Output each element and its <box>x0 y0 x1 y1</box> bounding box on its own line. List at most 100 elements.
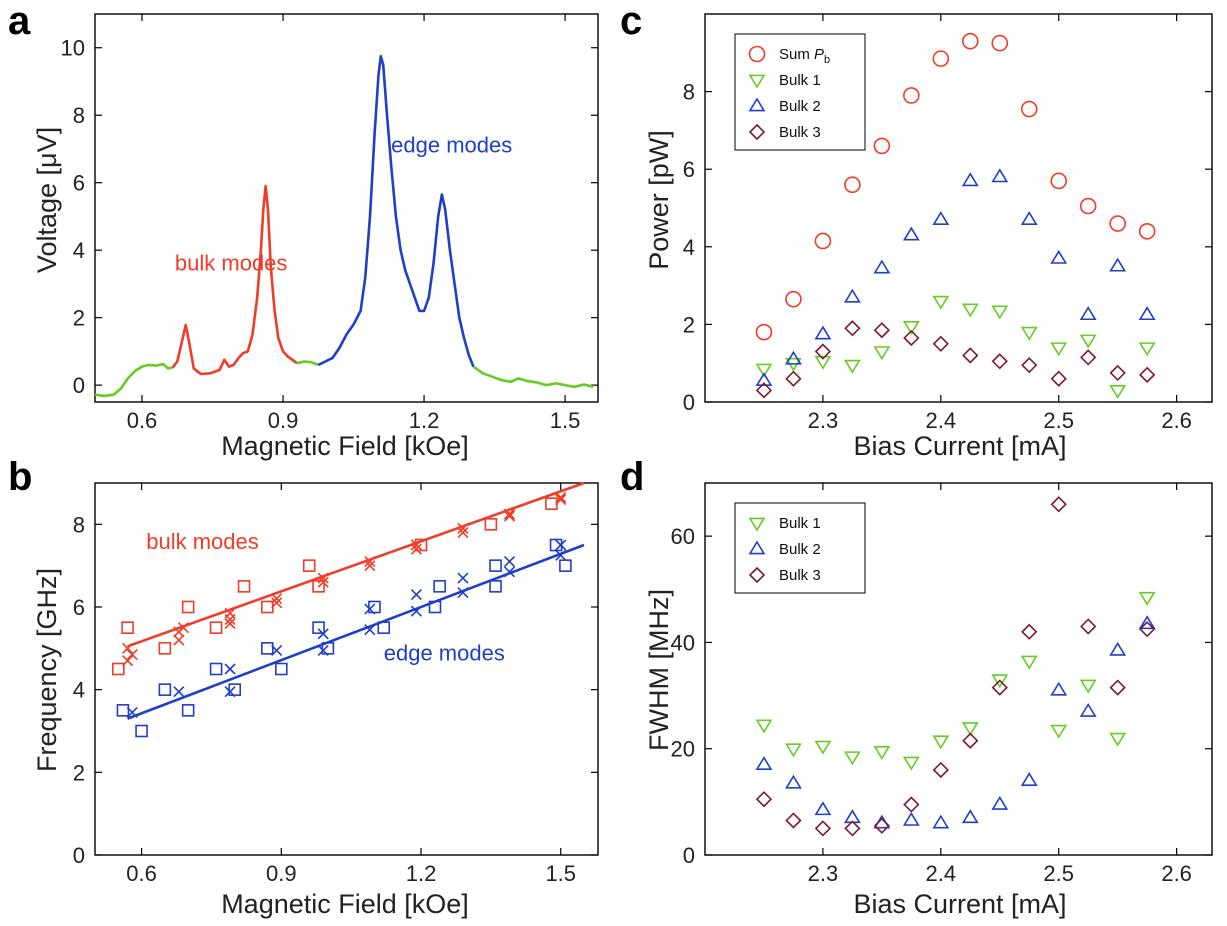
panel-d-series-1-point <box>1109 641 1127 656</box>
panel-d-series-2-point <box>962 732 979 749</box>
panel-b-annotation-1: edge modes <box>384 641 505 666</box>
panel-b-frame <box>94 482 599 856</box>
panel-a-ytick-label: 2 <box>73 306 85 331</box>
panel-c-plot: 2.3 2.4 2.5 2.6 0 2 4 6 8 Sum Pb Bulk 1 Bulk 2 Bulk … <box>683 13 1213 433</box>
panel-b-series-2-point <box>158 683 172 696</box>
panel-c-legend-marker <box>748 97 766 112</box>
panel-d-legend-marker <box>748 540 766 555</box>
panel-d-xtick-label: 2.3 <box>808 861 839 886</box>
panel-b-ytick-label: 8 <box>73 512 85 537</box>
panel-c-series-3-point <box>844 320 861 337</box>
panel-b-letter: b <box>8 455 32 499</box>
panel-c-series-3-point <box>785 370 802 387</box>
panel-d-series-1-point <box>814 801 832 816</box>
panel-d-plot: 2.3 2.4 2.5 2.6 0 20 40 60 Bulk 1 Bulk 2 Bulk 3 <box>671 482 1213 886</box>
panel-a-ytick-label: 0 <box>73 373 85 398</box>
panel-c-legend-marker <box>748 74 766 89</box>
panel-d-ytick-label: 40 <box>671 630 695 655</box>
panel-c-series-0-point <box>1109 215 1126 232</box>
panel-c-xtick-label: 2.4 <box>926 408 957 433</box>
panel-c-series-1-point <box>991 305 1009 320</box>
panel-b-series-0-point <box>158 642 172 655</box>
panel-a-series-0-line <box>94 362 173 398</box>
panel-b-series-0-point <box>181 600 195 614</box>
panel-c-series-1-point <box>1138 342 1156 357</box>
panel-c-series-3-point <box>991 353 1008 370</box>
panel-c-xtick-label: 2.3 <box>808 408 839 433</box>
panel-c-legend-label: Bulk 3 <box>779 124 821 141</box>
panel-b-series-3-point <box>457 572 469 584</box>
panel-b-series-1-point <box>457 527 469 539</box>
panel-d-series-0-point <box>1138 591 1156 606</box>
panel-c-series-0-point <box>785 290 802 308</box>
panel-b-ytick-label: 4 <box>73 678 85 703</box>
panel-b-series-2-point <box>312 621 325 634</box>
panel-c-legend-label: Sum Pb <box>779 46 830 66</box>
panel-a-plot: 0.6 0.9 1.2 1.5 0 2 4 6 8 10 bulk modes edge modes <box>61 13 599 433</box>
panel-d-letter: d <box>620 455 644 499</box>
panel-c-series-2-point <box>902 226 920 241</box>
panel-c-series-0-point <box>932 50 950 67</box>
panel-c-series-1-point <box>873 346 891 361</box>
panel-a-series-3-line <box>317 54 475 368</box>
panel-b-series-3-point <box>555 539 567 551</box>
panel-b-series-3-point <box>224 663 236 675</box>
panel-d-ylabel: FWHM [MHz] <box>644 589 674 751</box>
panel-d-series-0-point <box>1020 655 1038 670</box>
panel-b-series-2-point <box>489 580 502 593</box>
panel-d-series-2-point <box>1080 618 1097 635</box>
panel-b-ytick-label: 0 <box>73 843 85 868</box>
panel-b-series-3-point <box>224 686 236 698</box>
panel-d-series-2-point <box>755 791 773 808</box>
panel-b-series-1-point <box>173 634 185 646</box>
panel-d-series-0-point <box>873 746 891 760</box>
panel-c-series-0-point <box>903 87 920 104</box>
panel-b-series-1-point <box>364 560 376 572</box>
panel-d-series-2-point <box>814 820 832 837</box>
panel-b-series-0-point <box>237 580 251 593</box>
panel-b-series-1-point <box>555 491 567 504</box>
panel-c-legend-marker <box>748 123 766 141</box>
panel-d-series-1-point <box>1138 615 1156 630</box>
panel-d-ytick-label: 0 <box>683 843 695 868</box>
panel-c-series-2-point <box>1138 306 1156 321</box>
panel-c-series-2-point <box>1050 249 1068 264</box>
panel-c-series-0-point <box>1079 197 1097 215</box>
panel-c-ytick-label: 0 <box>683 390 695 415</box>
panel-b-series-2-point <box>135 724 148 738</box>
panel-c-series-1-point <box>961 303 979 318</box>
panel-d-series-1-point <box>755 756 773 771</box>
panel-d-series-2-point <box>785 812 802 829</box>
panel-d-series-1-point <box>1020 772 1038 786</box>
panel-b-series-0-point <box>312 580 325 593</box>
panel-d-series-0-point <box>785 743 802 758</box>
panel-d-xtick-label: 2.4 <box>926 861 957 886</box>
panel-c-legend-label: Bulk 1 <box>779 72 821 89</box>
panel-c-series-2-point <box>1079 306 1097 321</box>
panel-d-xtick-label: 2.6 <box>1161 861 1192 886</box>
panel-b-annotation-0: bulk modes <box>146 529 259 554</box>
panel-d-series-1-point <box>961 809 979 824</box>
panel-c-series-3-point <box>932 335 949 352</box>
panel-b-series-0-point <box>484 518 498 531</box>
panel-b-ytick-label: 2 <box>73 760 85 785</box>
panel-a-annotation-0: bulk modes <box>175 250 288 275</box>
panel-b-series-2-point <box>274 662 288 676</box>
panel-a-xtick-label: 0.6 <box>127 408 158 433</box>
panel-d-series-1-point <box>902 811 920 826</box>
panel-c-series-3-point <box>1021 357 1038 374</box>
panel-a-series-2-line <box>296 360 319 367</box>
panel-d-ytick-label: 20 <box>671 737 695 762</box>
panel-c-series-3-point <box>962 347 979 364</box>
panel-c-legend-label: Bulk 2 <box>779 98 821 115</box>
panel-d-legend-label: Bulk 1 <box>779 515 821 532</box>
panel-c-series-2-point <box>991 168 1009 183</box>
panel-d-series-2-point <box>1021 623 1038 640</box>
panel-b-series-1-point <box>122 655 134 667</box>
panel-b-series-3-point <box>173 686 185 698</box>
panel-c-series-1-point <box>932 295 950 310</box>
panel-b-series-2-point <box>261 642 274 655</box>
panel-d-series-1-point <box>785 774 802 789</box>
panel-a-xlabel: Magnetic Field [kOe] <box>221 431 469 461</box>
panel-b-series-0-point <box>545 497 558 510</box>
